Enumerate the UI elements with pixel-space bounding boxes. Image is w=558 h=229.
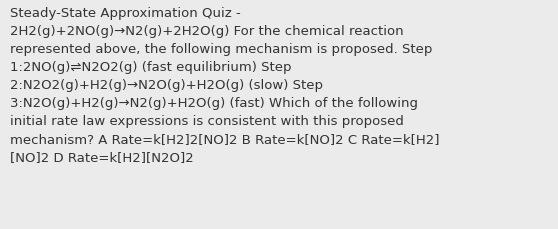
- Text: Steady-State Approximation Quiz -
2H2(g)+2NO(g)→N2(g)+2H2O(g) For the chemical r: Steady-State Approximation Quiz - 2H2(g)…: [10, 7, 440, 163]
